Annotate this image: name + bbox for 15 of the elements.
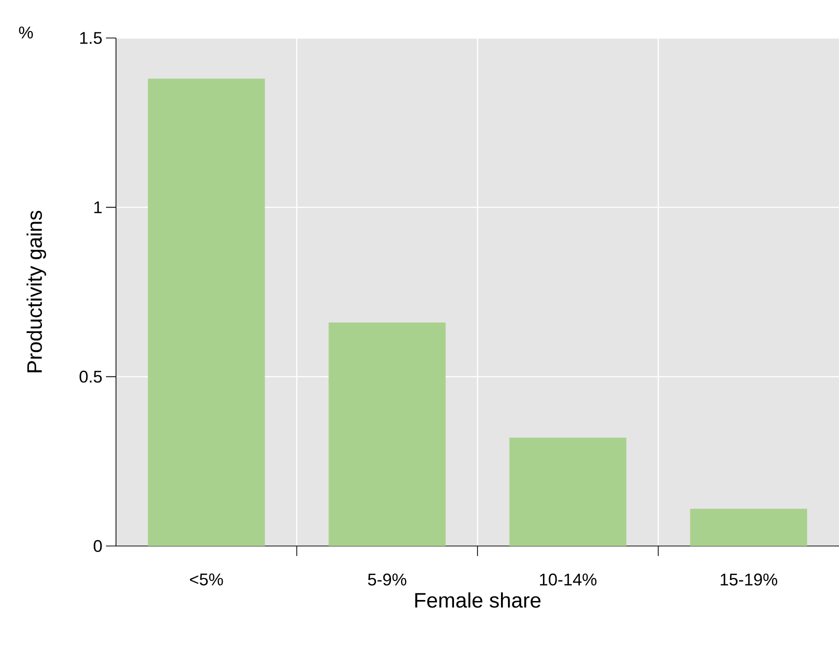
x-tick-label: 15-19% [720, 574, 778, 586]
y-tick-label: 0.5 [80, 370, 102, 383]
y-tick-label: 1 [94, 202, 102, 214]
y-axis-title: Productivity gains [26, 210, 46, 372]
x-tick-label: <5% [190, 574, 223, 586]
bar [328, 322, 446, 546]
y-tick-label: 1.5 [80, 32, 102, 44]
x-tick-label: 10-14% [540, 574, 596, 586]
bar [148, 78, 265, 546]
y-tick-label: 0 [94, 540, 102, 552]
bar [690, 508, 808, 546]
x-axis-title: Female share [415, 592, 540, 608]
text: % [19, 26, 33, 38]
x-tick-label: 5-9% [368, 574, 406, 586]
bar [509, 438, 626, 546]
